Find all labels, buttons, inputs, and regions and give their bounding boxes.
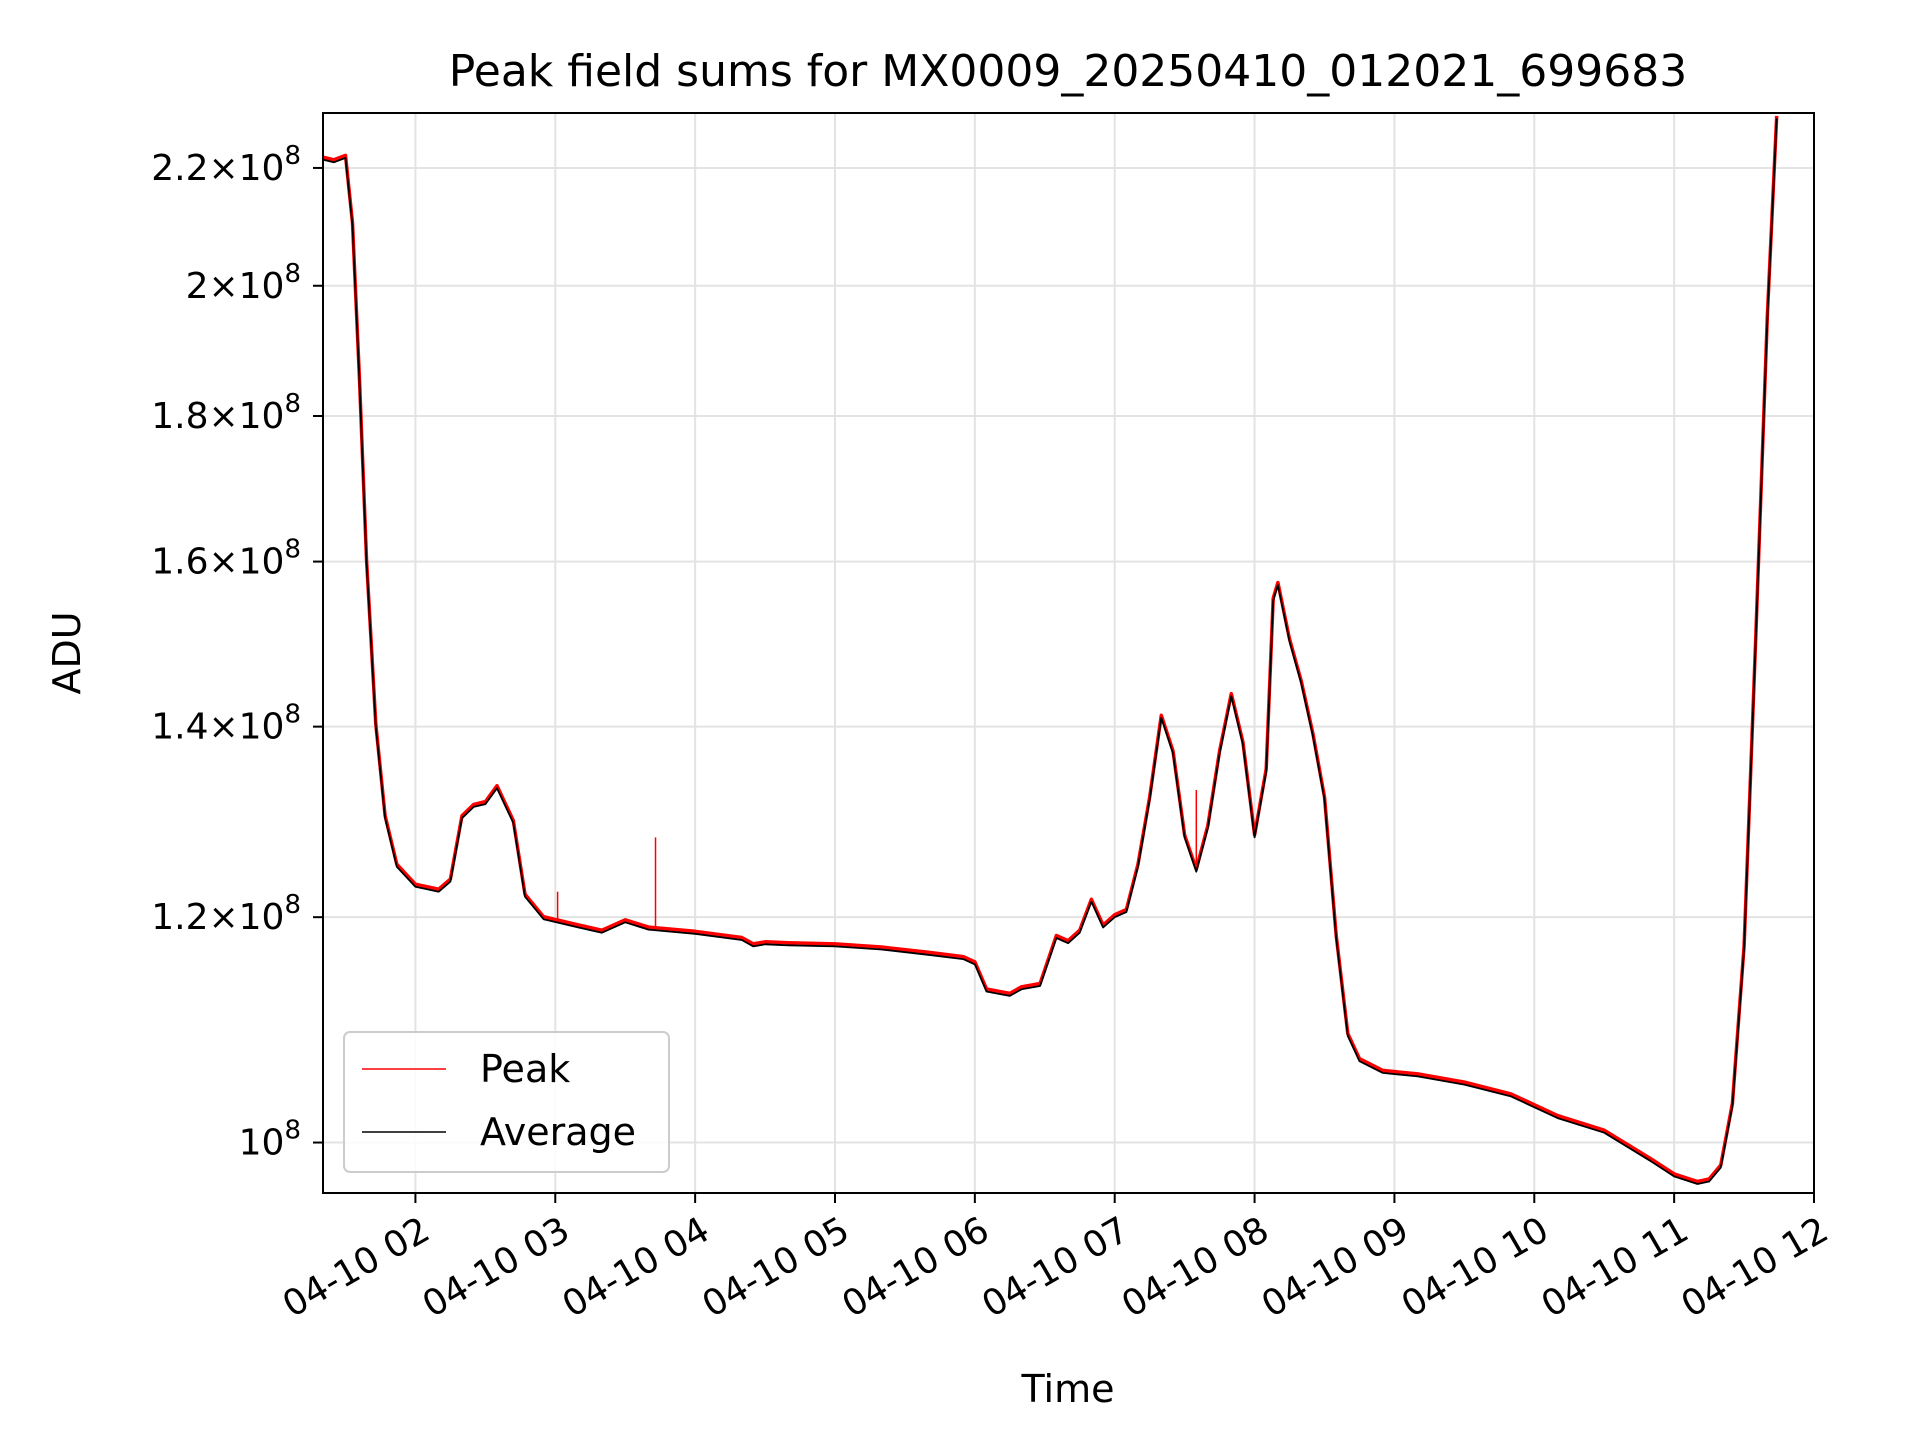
x-tick-label: 04-10 08 bbox=[1115, 1209, 1276, 1325]
peak-series-line bbox=[321, 115, 1779, 1184]
x-tick-label: 04-10 04 bbox=[556, 1209, 717, 1325]
x-tick-label: 04-10 10 bbox=[1395, 1209, 1556, 1325]
x-tick-label: 04-10 11 bbox=[1535, 1209, 1696, 1325]
series-lines bbox=[321, 115, 1779, 1185]
y-tick-label: 1.8×108 bbox=[151, 389, 301, 437]
legend-peak-label: Peak bbox=[480, 1047, 570, 1091]
y-axis-label: ADU bbox=[45, 611, 89, 694]
x-tick-label: 04-10 05 bbox=[696, 1209, 857, 1325]
y-tick-label: 2.2×108 bbox=[151, 141, 301, 189]
x-tick-label: 04-10 07 bbox=[975, 1209, 1136, 1325]
chart-title: Peak field sums for MX0009_20250410_0120… bbox=[449, 46, 1687, 97]
x-axis-label: Time bbox=[1021, 1367, 1115, 1411]
y-tick-label: 1.4×108 bbox=[151, 700, 301, 748]
x-tick-label: 04-10 02 bbox=[276, 1209, 437, 1325]
y-tick-label: 1.6×108 bbox=[151, 535, 301, 583]
y-tick-label: 2×108 bbox=[186, 259, 301, 307]
legend-average-label: Average bbox=[480, 1110, 636, 1154]
average-series-line bbox=[321, 118, 1778, 1185]
y-tick-label: 108 bbox=[239, 1116, 301, 1164]
x-tick-label: 04-10 03 bbox=[416, 1209, 577, 1325]
x-tick-label: 04-10 09 bbox=[1255, 1209, 1416, 1325]
legend: Peak Average bbox=[343, 1031, 670, 1173]
plot-frame bbox=[322, 112, 1815, 1194]
y-tick-label: 1.2×108 bbox=[151, 890, 301, 938]
legend-box bbox=[343, 1031, 670, 1173]
x-tick-label: 04-10 12 bbox=[1675, 1209, 1836, 1325]
x-tick-label: 04-10 06 bbox=[835, 1209, 996, 1325]
